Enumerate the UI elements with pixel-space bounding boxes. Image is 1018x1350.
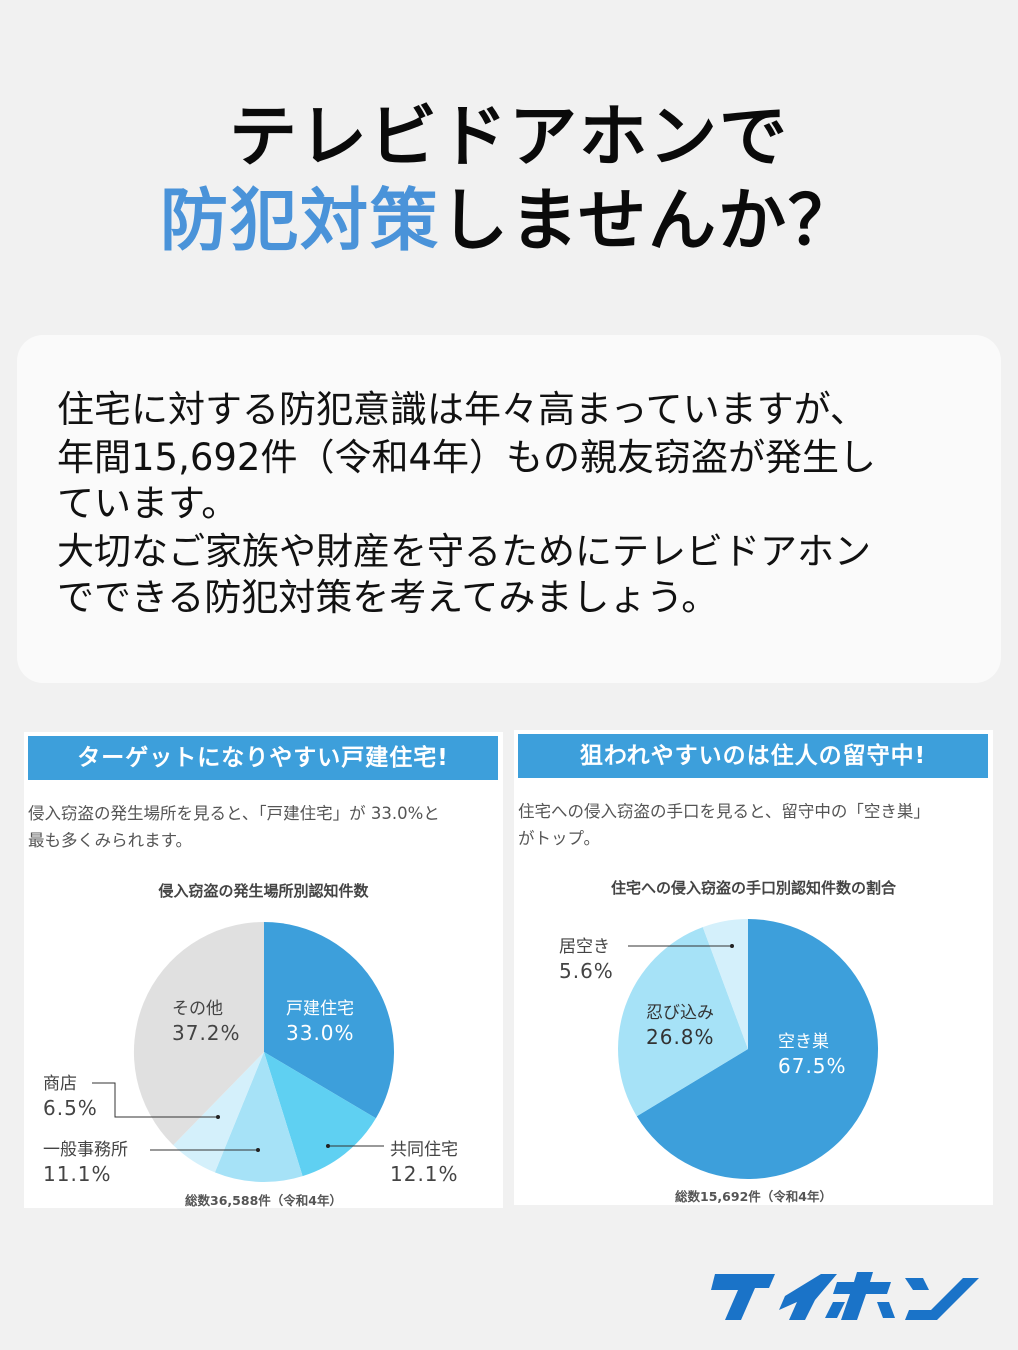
intro-card: 住宅に対する防犯意識は年々高まっていますが、 年間15,692件（令和4年）もの… bbox=[17, 335, 1001, 683]
slice-kyodo bbox=[264, 1052, 376, 1177]
pie-slices bbox=[618, 919, 879, 1179]
slice-jimusho bbox=[214, 1052, 303, 1182]
location-pie-chart bbox=[92, 922, 395, 1182]
desc-line: がトップ。 bbox=[518, 829, 601, 848]
right-chart-total: 総数15,692件（令和4年） bbox=[675, 1189, 832, 1204]
left-chart-panel: ターゲットになりやすい戸建住宅! 侵入窃盗の発生場所を見ると、「戸建住宅」が 3… bbox=[24, 732, 503, 1208]
slice-shinobikomi bbox=[618, 927, 748, 1117]
intro-line: 住宅に対する防犯意識は年々高まっていますが、 bbox=[57, 388, 867, 431]
slice-sonota bbox=[133, 922, 264, 1146]
aiphone-logo bbox=[711, 1272, 979, 1320]
left-panel-header: ターゲットになりやすい戸建住宅! bbox=[28, 736, 498, 780]
desc-line: 最も多くみられます。 bbox=[28, 831, 193, 850]
left-panel-description: 侵入窃盗の発生場所を見ると、「戸建住宅」が 33.0%と 最も多くみられます。 bbox=[28, 800, 503, 854]
method-pie-chart bbox=[618, 919, 879, 1179]
desc-line: 住宅への侵入窃盗の手口を見ると、留守中の「空き巣」 bbox=[518, 802, 930, 821]
left-chart-title: 侵入窃盗の発生場所別認知件数 bbox=[158, 882, 369, 900]
intro-line: 大切なご家族や財産を守るためにテレビドアホン bbox=[57, 530, 871, 573]
desc-line: 侵入窃盗の発生場所を見ると、「戸建住宅」が 33.0%と bbox=[28, 804, 440, 823]
headline-rest: しませんか？ bbox=[440, 182, 858, 261]
label-kyodo: 共同住宅 12.1% bbox=[390, 1140, 459, 1187]
headline-line-1: テレビドアホンで bbox=[228, 98, 789, 177]
label-sonota: その他 37.2% bbox=[172, 999, 241, 1046]
slice-iaki bbox=[702, 919, 748, 1049]
leader-lines bbox=[92, 1082, 384, 1151]
right-chart-title: 住宅への侵入窃盗の手口別認知件数の割合 bbox=[610, 879, 896, 897]
slice-shoten bbox=[173, 1052, 264, 1173]
headline-line-2: 防犯対策しませんか？ bbox=[0, 188, 1018, 256]
right-panel-description: 住宅への侵入窃盗の手口を見ると、留守中の「空き巣」 がトップ。 bbox=[518, 798, 993, 852]
headline-accent: 防犯対策 bbox=[160, 182, 441, 261]
right-chart-panel: 狙われやすいのは住人の留守中! 住宅への侵入窃盗の手口を見ると、留守中の「空き巣… bbox=[514, 730, 993, 1205]
intro-line: でできる防犯対策を考えてみましょう。 bbox=[57, 576, 719, 619]
label-shinobikomi: 忍び込み 26.8% bbox=[646, 1003, 715, 1050]
label-shoten: 商店 6.5% bbox=[43, 1074, 98, 1121]
slice-kodate bbox=[264, 922, 395, 1119]
intro-line: 年間15,692件（令和4年）もの親友窃盗が発生し bbox=[57, 436, 877, 479]
slice-akisu bbox=[636, 919, 879, 1179]
label-akisu: 空き巣 67.5% bbox=[778, 1032, 847, 1079]
left-chart-total: 総数36,588件（令和4年） bbox=[185, 1193, 342, 1208]
label-jimusho: 一般事務所 11.1% bbox=[43, 1140, 128, 1187]
pie-slices bbox=[133, 922, 395, 1182]
intro-line: ています。 bbox=[57, 482, 239, 525]
label-iaki: 居空き 5.6% bbox=[559, 937, 614, 984]
right-panel-header: 狙われやすいのは住人の留守中! bbox=[518, 734, 988, 778]
label-kodate: 戸建住宅 33.0% bbox=[286, 999, 355, 1046]
